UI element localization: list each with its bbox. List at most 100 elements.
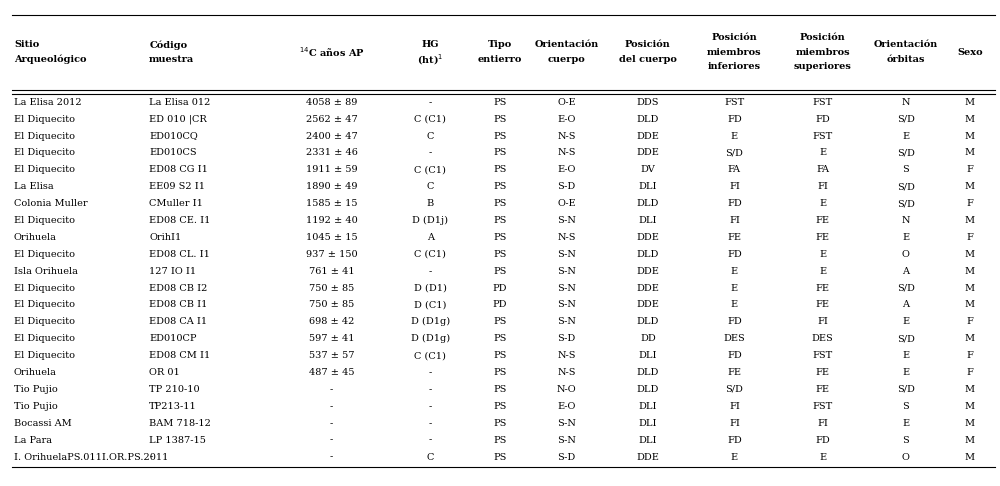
Text: PS: PS xyxy=(493,115,507,123)
Text: PS: PS xyxy=(493,98,507,107)
Text: E: E xyxy=(819,199,826,208)
Text: D (D1g): D (D1g) xyxy=(411,317,450,327)
Text: La Elisa 2012: La Elisa 2012 xyxy=(14,98,82,107)
Text: FI: FI xyxy=(817,419,828,428)
Text: N-S: N-S xyxy=(557,351,576,360)
Text: La Elisa 012: La Elisa 012 xyxy=(149,98,211,107)
Text: DLI: DLI xyxy=(639,351,657,360)
Text: PS: PS xyxy=(493,148,507,157)
Text: 750 ± 85: 750 ± 85 xyxy=(309,284,354,293)
Text: S/D: S/D xyxy=(897,115,915,123)
Text: Arqueológico: Arqueológico xyxy=(14,55,87,64)
Text: ED08 CB I2: ED08 CB I2 xyxy=(149,284,208,293)
Text: DLI: DLI xyxy=(639,216,657,225)
Text: FA: FA xyxy=(728,165,741,174)
Text: E: E xyxy=(902,351,909,360)
Text: PS: PS xyxy=(493,132,507,140)
Text: -: - xyxy=(330,419,333,428)
Text: M: M xyxy=(965,132,975,140)
Text: DLI: DLI xyxy=(639,419,657,428)
Text: E: E xyxy=(731,267,738,276)
Text: S: S xyxy=(902,402,909,411)
Text: El Diquecito: El Diquecito xyxy=(14,216,75,225)
Text: Orientación: Orientación xyxy=(874,40,938,50)
Text: PS: PS xyxy=(493,452,507,462)
Text: S-N: S-N xyxy=(557,267,576,276)
Text: C: C xyxy=(426,132,434,140)
Text: DDE: DDE xyxy=(636,267,659,276)
Text: $^{14}$C años AP: $^{14}$C años AP xyxy=(299,45,365,59)
Text: F: F xyxy=(966,233,973,242)
Text: E-O: E-O xyxy=(557,115,576,123)
Text: BAM 718-12: BAM 718-12 xyxy=(149,419,211,428)
Text: S/D: S/D xyxy=(897,182,915,191)
Text: N-O: N-O xyxy=(557,385,576,394)
Text: El Diquecito: El Diquecito xyxy=(14,300,75,310)
Text: 537 ± 57: 537 ± 57 xyxy=(309,351,354,360)
Text: FE: FE xyxy=(816,385,830,394)
Text: -: - xyxy=(429,385,432,394)
Text: Posición: Posición xyxy=(800,33,845,42)
Text: 698 ± 42: 698 ± 42 xyxy=(309,317,354,327)
Text: Sitio: Sitio xyxy=(14,40,39,50)
Text: S/D: S/D xyxy=(725,148,743,157)
Text: 2562 ± 47: 2562 ± 47 xyxy=(306,115,358,123)
Text: FI: FI xyxy=(817,182,828,191)
Text: S-N: S-N xyxy=(557,317,576,327)
Text: FD: FD xyxy=(815,115,830,123)
Text: 1045 ± 15: 1045 ± 15 xyxy=(306,233,357,242)
Text: DV: DV xyxy=(640,165,655,174)
Text: S-N: S-N xyxy=(557,419,576,428)
Text: S/D: S/D xyxy=(897,284,915,293)
Text: FD: FD xyxy=(727,351,742,360)
Text: El Diquecito: El Diquecito xyxy=(14,334,75,343)
Text: FI: FI xyxy=(729,182,740,191)
Text: DES: DES xyxy=(723,334,745,343)
Text: 487 ± 45: 487 ± 45 xyxy=(309,368,354,377)
Text: -: - xyxy=(429,148,432,157)
Text: S/D: S/D xyxy=(725,385,743,394)
Text: DLD: DLD xyxy=(637,250,659,259)
Text: DLD: DLD xyxy=(637,115,659,123)
Text: 750 ± 85: 750 ± 85 xyxy=(309,300,354,310)
Text: FST: FST xyxy=(812,402,833,411)
Text: DLI: DLI xyxy=(639,182,657,191)
Text: El Diquecito: El Diquecito xyxy=(14,284,75,293)
Text: PS: PS xyxy=(493,317,507,327)
Text: C (C1): C (C1) xyxy=(414,351,446,360)
Text: superiores: superiores xyxy=(794,62,852,71)
Text: miembros: miembros xyxy=(795,48,850,57)
Text: El Diquecito: El Diquecito xyxy=(14,148,75,157)
Text: C: C xyxy=(426,452,434,462)
Text: Colonia Muller: Colonia Muller xyxy=(14,199,88,208)
Text: E: E xyxy=(902,317,909,327)
Text: El Diquecito: El Diquecito xyxy=(14,115,75,123)
Text: DES: DES xyxy=(812,334,833,343)
Text: S-N: S-N xyxy=(557,435,576,445)
Text: HG: HG xyxy=(421,40,439,50)
Text: entierro: entierro xyxy=(478,55,522,64)
Text: -: - xyxy=(330,385,333,394)
Text: PS: PS xyxy=(493,334,507,343)
Text: FST: FST xyxy=(812,351,833,360)
Text: D (D1): D (D1) xyxy=(414,284,447,293)
Text: M: M xyxy=(965,182,975,191)
Text: DLD: DLD xyxy=(637,317,659,327)
Text: inferiores: inferiores xyxy=(708,62,761,71)
Text: F: F xyxy=(966,317,973,327)
Text: S/D: S/D xyxy=(897,334,915,343)
Text: E: E xyxy=(731,300,738,310)
Text: FD: FD xyxy=(727,435,742,445)
Text: ED08 CG I1: ED08 CG I1 xyxy=(149,165,208,174)
Text: N-S: N-S xyxy=(557,148,576,157)
Text: Orihuela: Orihuela xyxy=(14,233,57,242)
Text: -: - xyxy=(330,402,333,411)
Text: M: M xyxy=(965,98,975,107)
Text: B: B xyxy=(427,199,434,208)
Text: DLI: DLI xyxy=(639,402,657,411)
Text: S-D: S-D xyxy=(557,452,576,462)
Text: S-D: S-D xyxy=(557,334,576,343)
Text: E: E xyxy=(819,148,826,157)
Text: A: A xyxy=(902,267,909,276)
Text: S: S xyxy=(902,165,909,174)
